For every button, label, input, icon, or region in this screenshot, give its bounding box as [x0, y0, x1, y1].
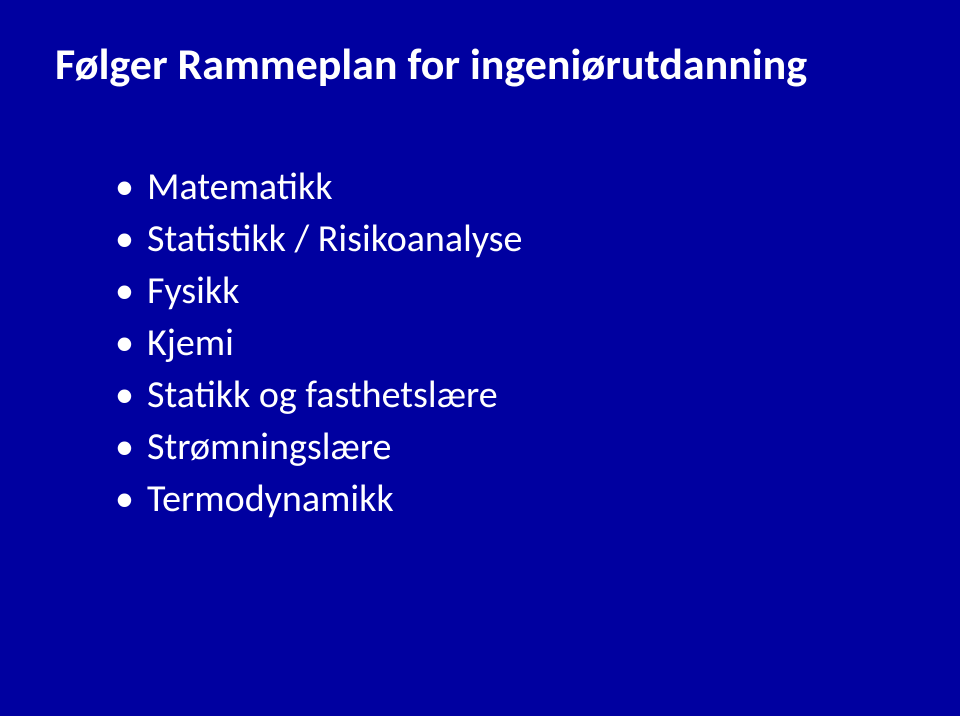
list-item: Strømningslære — [115, 428, 905, 466]
slide-title: Følger Rammeplan for ingeniørutdanning — [55, 40, 905, 88]
slide: Følger Rammeplan for ingeniørutdanning M… — [0, 0, 960, 716]
list-item: Statikk og fasthetslære — [115, 376, 905, 414]
list-item: Fysikk — [115, 272, 905, 310]
list-item: Termodynamikk — [115, 480, 905, 518]
list-item: Matematikk — [115, 168, 905, 206]
list-item: Statistikk / Risikoanalyse — [115, 220, 905, 258]
list-item: Kjemi — [115, 324, 905, 362]
bullet-list: Matematikk Statistikk / Risikoanalyse Fy… — [115, 168, 905, 518]
